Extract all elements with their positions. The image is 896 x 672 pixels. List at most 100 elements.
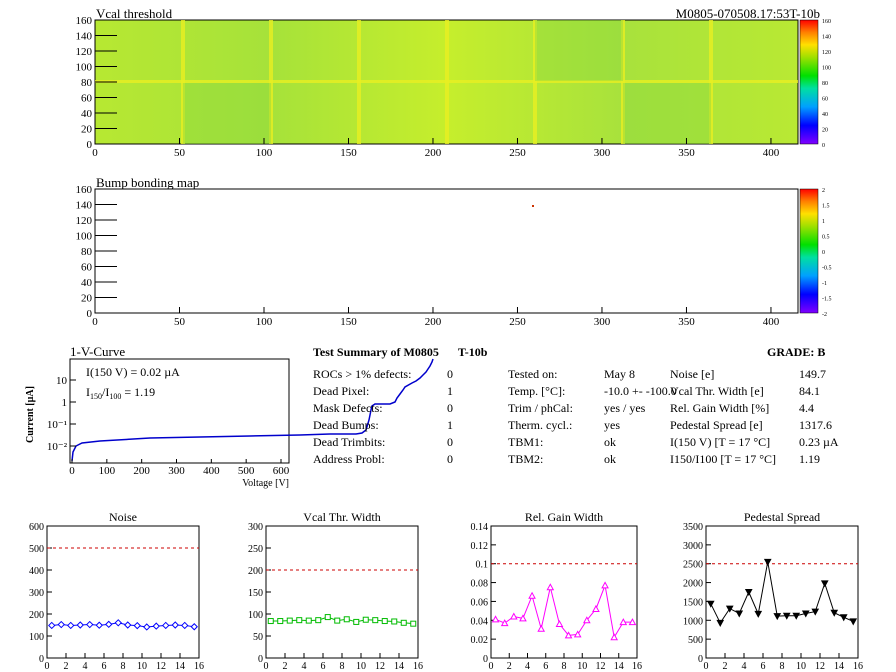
data-point xyxy=(801,610,810,618)
y-tick-label: 0 xyxy=(39,654,44,665)
vcal-threshold-map: Vcal threshold M0805-070508.17:53T-10b 0… xyxy=(76,6,832,159)
data-point xyxy=(410,620,417,627)
data-point xyxy=(564,631,573,639)
iv-x-tick-label: 300 xyxy=(168,465,185,477)
summary-value: May 8 xyxy=(604,367,635,381)
palette-tick-label: -1 xyxy=(822,281,827,287)
palette-tick-label: 1 xyxy=(822,219,825,225)
y-tick-label: 3000 xyxy=(683,541,703,552)
summary-value: ok xyxy=(604,435,616,449)
y-tick-label: 20 xyxy=(81,124,93,136)
x-tick-label: 250 xyxy=(509,147,526,159)
y-tick-label: 140 xyxy=(76,200,93,212)
y-tick-label: 0.1 xyxy=(476,560,489,571)
bump-map-title: Bump bonding map xyxy=(96,175,199,190)
x-tick-label: 350 xyxy=(678,316,695,328)
summary-value: yes / yes xyxy=(604,401,646,415)
iv-x-tick-label: 200 xyxy=(133,465,150,477)
data-point xyxy=(782,612,791,620)
y-tick-label: 0 xyxy=(258,654,263,665)
summary-label: I(150 V) [T = 17 °C] xyxy=(670,435,771,449)
x-tick-label: 200 xyxy=(425,147,442,159)
data-point xyxy=(528,591,536,599)
data-point xyxy=(744,589,753,597)
x-tick-label: 12 xyxy=(596,661,606,672)
y-tick-label: 0.06 xyxy=(471,597,489,608)
x-tick-label: 250 xyxy=(509,316,526,328)
iv-y-tick-label: 1 xyxy=(62,397,68,409)
x-tick-label: 14 xyxy=(614,661,624,672)
summary-label: Dead Pixel: xyxy=(313,384,370,398)
data-point xyxy=(143,623,151,631)
palette-tick-label: 120 xyxy=(822,50,831,56)
data-point xyxy=(735,610,744,618)
iv-x-tick-label: 0 xyxy=(69,465,75,477)
summary-value: 0 xyxy=(447,401,453,415)
data-point xyxy=(305,617,312,624)
y-tick-label: 100 xyxy=(29,632,44,643)
y-tick-label: 120 xyxy=(76,46,93,58)
x-tick-label: 50 xyxy=(174,147,186,159)
y-tick-label: 2000 xyxy=(683,579,703,590)
x-tick-label: 6 xyxy=(543,661,548,672)
summary-label: Rel. Gain Width [%] xyxy=(670,401,770,415)
palette-tick-label: 2 xyxy=(822,188,825,194)
data-point xyxy=(67,621,75,630)
data-point xyxy=(519,614,527,622)
summary-label: TBM2: xyxy=(508,452,544,466)
chip-boundary xyxy=(95,80,798,83)
data-point xyxy=(509,612,518,620)
palette-tick-label: 100 xyxy=(822,66,831,72)
chart-title: Noise xyxy=(109,510,137,524)
x-tick-label: 10 xyxy=(577,661,587,672)
x-tick-label: 0 xyxy=(704,661,709,672)
y-tick-label: 0.04 xyxy=(471,616,489,627)
summary-value: yes xyxy=(604,418,620,432)
x-tick-label: 2 xyxy=(64,661,69,672)
data-point xyxy=(95,621,103,629)
palette-tick-label: 160 xyxy=(822,19,831,25)
summary-label: Dead Trimbits: xyxy=(313,435,386,449)
iv-x-tick-label: 600 xyxy=(273,465,290,477)
summary-value: 0 xyxy=(447,367,453,381)
summary-label: Dead Bumps: xyxy=(313,418,379,432)
dead-bump-mark xyxy=(532,205,534,207)
x-tick-label: 300 xyxy=(594,147,611,159)
chart-3: Rel. Gain Width 0 0.02 0.04 0.06 0.08 0.1 0.12 0… xyxy=(471,510,643,672)
bump-y-axis: 0 20 40 60 80 100 120 140 160 xyxy=(76,184,117,320)
y-tick-label: 140 xyxy=(76,31,93,43)
x-tick-label: 8 xyxy=(121,661,126,672)
chip-tile xyxy=(623,83,711,144)
x-tick-label: 16 xyxy=(194,661,204,672)
x-tick-label: 2 xyxy=(507,661,512,672)
data-point xyxy=(353,618,360,625)
iv-y-label: Current [µA] xyxy=(25,386,36,443)
module-label: M0805-070508.17:53T-10b xyxy=(676,6,820,21)
summary-subtitle: T-10b xyxy=(457,345,488,359)
data-point xyxy=(114,619,122,627)
series-line xyxy=(710,561,854,624)
data-point xyxy=(582,616,591,624)
y-tick-label: 0 xyxy=(698,654,703,665)
x-tick-label: 0 xyxy=(92,147,98,159)
x-tick-label: 0 xyxy=(92,316,98,328)
chart-2: Vcal Thr. Width 0 50 100 150 200 250 300 0 2 4 6 8 10… xyxy=(248,510,423,672)
x-tick-label: 14 xyxy=(834,661,844,672)
x-tick-label: 150 xyxy=(340,316,357,328)
y-tick-label: 0.08 xyxy=(471,579,489,590)
summary-value: 1 xyxy=(447,384,453,398)
y-tick-label: 250 xyxy=(248,544,263,555)
x-tick-label: 12 xyxy=(815,661,825,672)
data-point xyxy=(491,615,500,623)
bump-x-axis: 0 50 100 150 200 250 300 350 400 xyxy=(92,307,780,328)
iv-y-axis: 10⁻² 10⁻¹ 1 10 xyxy=(47,375,76,453)
x-tick-label: 6 xyxy=(102,661,107,672)
x-tick-label: 0 xyxy=(264,661,269,672)
x-tick-label: 10 xyxy=(796,661,806,672)
series-line xyxy=(270,616,414,625)
bump-color-palette xyxy=(799,188,819,314)
data-point xyxy=(76,621,84,629)
chart-frame xyxy=(46,525,200,659)
iv-x-tick-label: 500 xyxy=(238,465,255,477)
data-point xyxy=(286,617,293,624)
